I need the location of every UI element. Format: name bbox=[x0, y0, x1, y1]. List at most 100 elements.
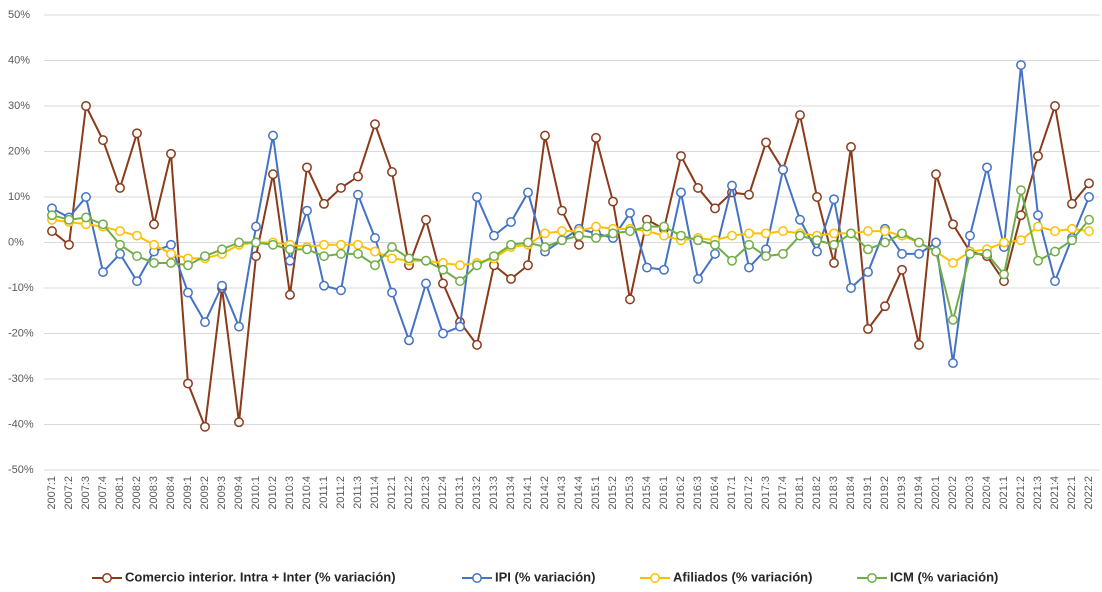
legend-label: Afiliados (% variación) bbox=[673, 569, 812, 584]
data-point bbox=[863, 226, 873, 237]
data-point bbox=[523, 237, 533, 248]
data-point bbox=[319, 198, 329, 209]
x-tick-label: 2016:3 bbox=[692, 476, 704, 510]
data-point bbox=[982, 162, 992, 173]
data-point bbox=[217, 244, 227, 255]
data-point bbox=[285, 255, 295, 266]
data-point bbox=[710, 203, 720, 214]
x-tick-label: 2017:1 bbox=[726, 476, 738, 510]
data-point bbox=[166, 248, 176, 259]
data-point bbox=[897, 248, 907, 259]
data-point bbox=[744, 189, 754, 200]
data-point bbox=[676, 151, 686, 162]
legend-marker bbox=[472, 573, 482, 583]
legend-marker bbox=[867, 573, 877, 583]
data-point bbox=[1067, 198, 1077, 209]
x-tick-label: 2019:3 bbox=[896, 476, 908, 510]
data-point bbox=[370, 233, 380, 243]
data-point bbox=[557, 226, 567, 237]
x-tick-label: 2019:4 bbox=[913, 476, 925, 510]
legend-marker bbox=[102, 573, 112, 583]
data-point bbox=[115, 239, 125, 250]
data-point bbox=[625, 226, 635, 237]
data-point bbox=[965, 230, 975, 241]
x-tick-label: 2012:1 bbox=[386, 476, 398, 510]
data-point bbox=[115, 226, 125, 237]
legend-label: ICM (% variación) bbox=[890, 569, 998, 584]
data-point bbox=[64, 239, 74, 250]
y-tick-label: 0% bbox=[8, 236, 24, 248]
data-point bbox=[183, 260, 193, 271]
data-point bbox=[897, 264, 907, 275]
data-point bbox=[880, 301, 890, 312]
data-point bbox=[336, 285, 346, 296]
data-point bbox=[234, 237, 244, 248]
data-point bbox=[880, 237, 890, 248]
data-point bbox=[693, 182, 703, 193]
data-point bbox=[268, 239, 278, 250]
data-point bbox=[472, 260, 482, 271]
data-point bbox=[200, 251, 210, 262]
x-tick-label: 2014:1 bbox=[522, 476, 534, 510]
data-point bbox=[353, 171, 363, 182]
data-point bbox=[98, 219, 108, 230]
x-tick-label: 2015:3 bbox=[624, 476, 636, 510]
data-point bbox=[183, 287, 193, 298]
x-tick-label: 2017:3 bbox=[760, 476, 772, 510]
data-point bbox=[710, 248, 720, 259]
data-point bbox=[506, 217, 516, 227]
data-point bbox=[829, 239, 839, 250]
data-point bbox=[268, 169, 278, 180]
data-point bbox=[234, 321, 244, 332]
x-tick-label: 2022:2 bbox=[1083, 476, 1095, 510]
data-point bbox=[387, 242, 397, 253]
data-point bbox=[591, 132, 601, 143]
data-point bbox=[268, 130, 278, 141]
data-point bbox=[829, 258, 839, 268]
x-tick-label: 2013:3 bbox=[488, 476, 500, 510]
x-tick-label: 2015:1 bbox=[590, 476, 602, 510]
data-point bbox=[1050, 246, 1060, 257]
data-point bbox=[795, 110, 805, 121]
x-tick-label: 2017:4 bbox=[777, 476, 789, 510]
x-tick-label: 2013:1 bbox=[454, 476, 466, 510]
data-point bbox=[115, 248, 125, 259]
data-point bbox=[404, 253, 414, 264]
data-point bbox=[438, 264, 448, 275]
data-point bbox=[302, 162, 312, 173]
data-point bbox=[1033, 221, 1043, 232]
x-tick-label: 2010:4 bbox=[301, 476, 313, 510]
y-tick-label: -10% bbox=[8, 282, 34, 294]
data-point bbox=[999, 237, 1009, 248]
x-tick-label: 2021:1 bbox=[998, 476, 1010, 510]
data-point bbox=[132, 276, 142, 287]
data-point bbox=[829, 228, 839, 239]
data-point bbox=[489, 230, 499, 241]
data-point bbox=[47, 210, 57, 221]
data-point bbox=[625, 207, 635, 218]
x-tick-label: 2016:1 bbox=[658, 476, 670, 510]
legend-label: Comercio interior. Intra + Inter (% vari… bbox=[125, 569, 396, 584]
data-point bbox=[659, 230, 669, 241]
x-tick-label: 2018:4 bbox=[845, 476, 857, 510]
data-point bbox=[982, 248, 992, 259]
data-point bbox=[778, 164, 788, 175]
x-tick-label: 2008:4 bbox=[165, 476, 177, 510]
data-point bbox=[948, 314, 958, 325]
data-point bbox=[319, 251, 329, 262]
data-point bbox=[625, 294, 635, 305]
data-point bbox=[421, 214, 431, 225]
data-point bbox=[744, 262, 754, 273]
data-point bbox=[421, 278, 431, 289]
data-point bbox=[319, 280, 329, 291]
x-tick-label: 2007:2 bbox=[63, 476, 75, 510]
data-point bbox=[693, 273, 703, 284]
data-point bbox=[81, 212, 91, 223]
data-point bbox=[948, 258, 958, 268]
x-tick-label: 2007:3 bbox=[80, 476, 92, 510]
x-tick-label: 2007:1 bbox=[46, 476, 58, 510]
data-point bbox=[574, 230, 584, 241]
data-point bbox=[1050, 276, 1060, 287]
data-point bbox=[1016, 210, 1026, 221]
data-point bbox=[132, 251, 142, 262]
